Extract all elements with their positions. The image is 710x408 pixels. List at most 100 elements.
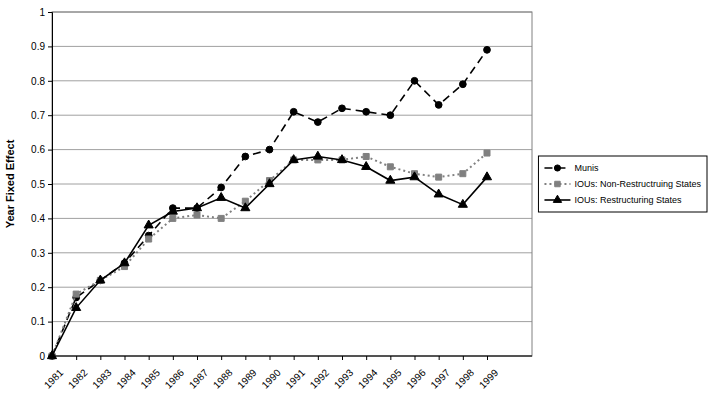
- point-marker: [436, 174, 442, 180]
- y-tick: 0.6: [31, 144, 52, 155]
- x-tick: 1998: [453, 356, 477, 391]
- x-tick: 1983: [90, 356, 114, 391]
- grid-line: [52, 218, 532, 219]
- grid-line: [52, 356, 532, 357]
- x-tick-mark: [221, 356, 222, 360]
- y-tick-label: 0.3: [31, 248, 45, 259]
- x-tick-label: 1987: [187, 367, 211, 391]
- x-tick-label: 1995: [380, 367, 404, 391]
- legend-item: Munis: [544, 163, 599, 173]
- point-marker: [411, 77, 418, 84]
- point-marker: [313, 151, 322, 159]
- y-axis: 00.10.20.30.40.50.60.70.80.91: [31, 7, 52, 362]
- legend-item: IOUs: Restructuring States: [544, 195, 682, 205]
- x-tick-label: 1985: [138, 367, 162, 391]
- y-tick-mark: [48, 12, 52, 13]
- x-tick: 1991: [283, 356, 307, 391]
- y-tick: 0.7: [31, 110, 52, 121]
- x-tick-mark: [197, 356, 198, 360]
- y-tick-mark: [48, 322, 52, 323]
- x-tick: 1993: [332, 356, 356, 391]
- point-marker: [363, 108, 370, 115]
- series-line: [52, 156, 487, 356]
- x-tick-label: 1996: [404, 367, 428, 391]
- x-axis: 1981198219831984198519861987198819891990…: [42, 356, 532, 391]
- y-tick-label: 0.1: [31, 316, 45, 327]
- x-tick-label: 1992: [308, 367, 332, 391]
- point-marker: [387, 112, 394, 119]
- y-tick-label: 0.6: [31, 144, 45, 155]
- x-tick: 1987: [187, 356, 211, 391]
- x-tick: 1982: [66, 356, 90, 391]
- x-tick-mark: [342, 356, 343, 360]
- legend-marker: [554, 165, 560, 171]
- y-tick: 0.9: [31, 41, 52, 52]
- x-tick: 1981: [42, 356, 66, 391]
- point-marker: [242, 153, 249, 160]
- y-tick-label: 0.4: [31, 213, 45, 224]
- point-marker: [458, 199, 467, 207]
- x-tick-label: 1988: [211, 367, 235, 391]
- point-marker: [459, 81, 466, 88]
- point-marker: [168, 206, 177, 214]
- point-marker: [434, 189, 443, 197]
- x-tick-mark: [76, 356, 77, 360]
- y-tick-mark: [48, 81, 52, 82]
- x-tick: 1984: [114, 356, 138, 391]
- point-marker: [146, 236, 152, 242]
- x-tick-mark: [173, 356, 174, 360]
- point-marker: [289, 155, 298, 163]
- y-tick-mark: [48, 115, 52, 116]
- x-tick-label: 1986: [163, 367, 187, 391]
- point-marker: [73, 291, 79, 297]
- x-tick-mark: [463, 356, 464, 360]
- legend-label: IOUs: Restructuring States: [574, 195, 682, 205]
- point-marker: [362, 162, 371, 170]
- grid-line: [52, 46, 532, 47]
- point-marker: [192, 203, 201, 211]
- x-tick-mark: [245, 356, 246, 360]
- x-tick-label: 1981: [42, 367, 66, 391]
- x-tick: 1999: [477, 356, 501, 391]
- x-tick-label: 1989: [235, 367, 259, 391]
- point-marker: [410, 172, 419, 180]
- y-tick: 0.1: [31, 316, 52, 327]
- x-tick-mark: [366, 356, 367, 360]
- point-marker: [484, 46, 491, 53]
- grid-line: [52, 184, 532, 185]
- y-tick: 0.4: [31, 213, 52, 224]
- x-tick-label: 1998: [453, 367, 477, 391]
- point-marker: [265, 179, 274, 187]
- point-marker: [170, 215, 176, 221]
- x-tick: 1990: [259, 356, 283, 391]
- legend-marker: [553, 195, 561, 202]
- legend-label: IOUs: Non-Restructruing States: [574, 179, 701, 189]
- grid-line: [52, 321, 532, 322]
- point-marker: [218, 184, 225, 191]
- series-line: [52, 153, 487, 356]
- x-tick: 1985: [138, 356, 162, 391]
- x-tick: 1996: [404, 356, 428, 391]
- x-tick-mark: [415, 356, 416, 360]
- point-marker: [144, 220, 153, 228]
- y-tick: 0.3: [31, 248, 52, 259]
- point-marker: [387, 164, 393, 170]
- y-tick: 0.5: [31, 179, 52, 190]
- point-marker: [363, 153, 369, 159]
- point-marker: [290, 108, 297, 115]
- x-tick-label: 1982: [66, 367, 90, 391]
- y-tick: 1: [39, 7, 52, 18]
- x-tick-mark: [294, 356, 295, 360]
- point-marker: [47, 351, 56, 359]
- x-tick-mark: [318, 356, 319, 360]
- y-axis-line: [48, 13, 53, 357]
- y-tick-label: 0.7: [31, 110, 45, 121]
- y-tick-label: 1: [39, 7, 45, 18]
- y-tick-mark: [48, 218, 52, 219]
- x-tick-label: 1993: [332, 367, 356, 391]
- y-tick-label: 0.8: [31, 76, 45, 87]
- point-marker: [266, 146, 273, 153]
- y-tick: 0.8: [31, 76, 52, 87]
- point-marker: [460, 171, 466, 177]
- point-marker: [241, 203, 250, 211]
